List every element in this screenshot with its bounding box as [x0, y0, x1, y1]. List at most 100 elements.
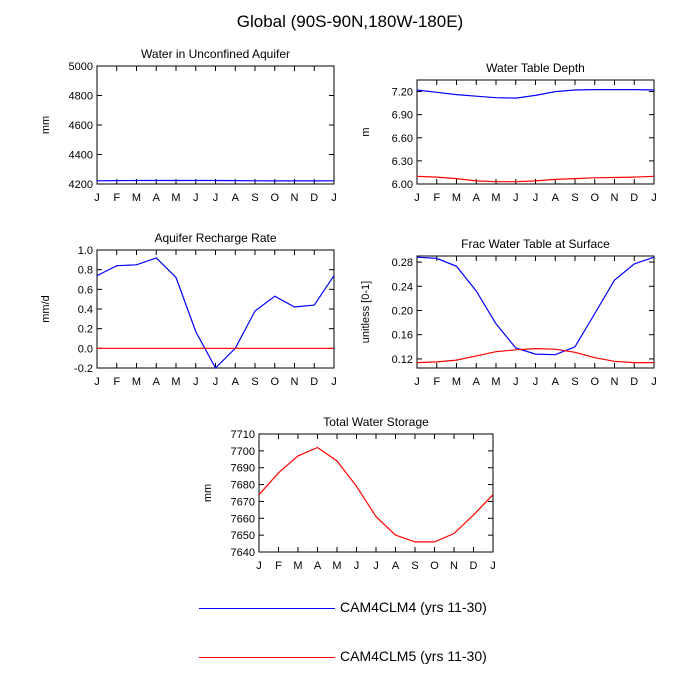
panel-1-xtick-label: J — [94, 192, 100, 204]
panel-1-xtick-label: A — [153, 192, 161, 204]
panel-2-series-clm4 — [416, 88, 655, 99]
panel-1-xtick-label: J — [193, 192, 199, 204]
panel-5-xtick-label: J — [354, 560, 360, 572]
panel-2-ytick-label: 6.60 — [392, 133, 413, 145]
panel-2-xtick-label: M — [452, 192, 461, 204]
panel-2-xtick-label: S — [571, 192, 578, 204]
panel-5-series-clm5 — [258, 446, 494, 543]
panel-1-ytick-label: 5000 — [69, 61, 93, 73]
panel-5-xtick-label: A — [392, 560, 400, 572]
panel-1-ylabel: mm — [40, 116, 52, 134]
panel-5-frame — [258, 433, 494, 553]
panel-5-title: Total Water Storage — [323, 415, 429, 429]
panel-3-ytick-label: 0.4 — [78, 304, 93, 316]
panel-5-ylabel: mm — [202, 484, 214, 502]
panel-2-ytick-label: 7.20 — [392, 87, 413, 99]
panel-4-xtick-label: J — [651, 376, 657, 388]
panel-2-ytick-label: 6.00 — [392, 179, 413, 191]
panel-4-ytick-label: 0.16 — [392, 330, 413, 342]
panel-3-xtick-label: O — [270, 376, 279, 388]
panel-1-ytick-label: 4800 — [69, 91, 93, 103]
panel-4-xtick-label: J — [513, 376, 519, 388]
legend-line-clm4 — [199, 608, 335, 609]
panel-3-xtick-label: J — [213, 376, 219, 388]
panel-3-ytick-label: 0.8 — [78, 265, 93, 277]
panel-4-xtick-label: D — [630, 376, 638, 388]
panel-2-ylabel: m — [360, 127, 372, 136]
panel-3-xtick-label: M — [132, 376, 141, 388]
panel-1-xtick-label: F — [113, 192, 120, 204]
panel-4-xtick-label: A — [473, 376, 481, 388]
panel-3-xtick-label: J — [193, 376, 199, 388]
panel-3-title: Aquifer Recharge Rate — [154, 231, 276, 245]
panel-5-xtick-label: J — [256, 560, 262, 572]
panel-5-xtick-label: J — [490, 560, 496, 572]
panel-2-xtick-label: J — [513, 192, 519, 204]
panel-3-ytick-label: 0.6 — [78, 284, 93, 296]
panel-4-ytick-label: 0.12 — [392, 354, 413, 366]
figure-title: Global (90S-90N,180W-180E) — [236, 12, 464, 31]
panel-3-xtick-label: J — [94, 376, 100, 388]
panel-1-xtick-label: D — [310, 192, 318, 204]
panel-5-xtick-label: S — [411, 560, 418, 572]
panel-2-xtick-label: M — [491, 192, 500, 204]
panel-1-ytick-label: 4600 — [69, 120, 93, 132]
panel-4-xtick-label: S — [571, 376, 578, 388]
panel-2-xtick-label: N — [611, 192, 619, 204]
panel-5-xtick-label: N — [450, 560, 458, 572]
panel-5-ytick-label: 7700 — [231, 446, 255, 458]
panel-4-frame — [416, 255, 655, 369]
panel-5-ytick-label: 7660 — [231, 513, 255, 525]
panel-5-xtick-label: O — [430, 560, 439, 572]
panel-5-ytick-label: 7710 — [231, 429, 255, 441]
panel-4-title: Frac Water Table at Surface — [461, 237, 610, 251]
panel-3-ytick-label: 0.0 — [78, 343, 93, 355]
panel-4-ytick-label: 0.20 — [392, 305, 413, 317]
panel-2-ytick-label: 6.30 — [392, 156, 413, 168]
panel-2-series-clm5 — [416, 175, 655, 183]
panel-4-xtick-label: M — [452, 376, 461, 388]
panel-3-xtick-label: S — [251, 376, 258, 388]
panel-1-title: Water in Unconfined Aquifer — [141, 47, 290, 61]
panel-2-xtick-label: O — [590, 192, 599, 204]
panel-2-xtick-label: A — [552, 192, 560, 204]
panel-3-frame — [96, 249, 335, 369]
panel-5-xtick-label: J — [373, 560, 379, 572]
panel-3-ytick-label: -0.2 — [74, 363, 93, 375]
panel-3-ytick-label: 0.2 — [78, 324, 93, 336]
panel-4-ytick-label: 0.28 — [392, 257, 413, 269]
panel-5-ytick-label: 7690 — [231, 463, 255, 475]
legend-label-clm4: CAM4CLM4 (yrs 11-30) — [340, 599, 487, 615]
panel-3-xtick-label: N — [291, 376, 299, 388]
panel-2-ytick-label: 6.90 — [392, 110, 413, 122]
panel-3-xtick-label: D — [310, 376, 318, 388]
panel-4-series-clm4 — [416, 256, 655, 356]
panel-4-xtick-label: J — [533, 376, 539, 388]
panel-3-ytick-label: 1.0 — [78, 245, 93, 257]
panel-4-xtick-label: M — [491, 376, 500, 388]
panel-4-xtick-label: O — [590, 376, 599, 388]
panel-3-xtick-label: M — [171, 376, 180, 388]
panel-5-ytick-label: 7670 — [231, 496, 255, 508]
panel-4-series-clm5 — [416, 347, 654, 364]
panel-1-xtick-label: M — [171, 192, 180, 204]
panel-1-xtick-label: J — [213, 192, 219, 204]
panel-5-xtick-label: F — [275, 560, 282, 572]
panel-5-xtick-label: A — [314, 560, 322, 572]
panel-3-xtick-label: A — [153, 376, 161, 388]
panel-1-xtick-label: M — [132, 192, 141, 204]
panel-4-ylabel: unitless [0-1] — [360, 281, 372, 343]
legend-label-clm5: CAM4CLM5 (yrs 11-30) — [340, 648, 487, 664]
panel-1-ytick-label: 4400 — [69, 150, 93, 162]
panel-2-xtick-label: A — [473, 192, 481, 204]
panel-4-xtick-label: A — [552, 376, 560, 388]
panel-4-ytick-label: 0.24 — [392, 281, 413, 293]
panel-2-xtick-label: J — [651, 192, 657, 204]
panel-1-xtick-label: S — [251, 192, 258, 204]
panel-3-xtick-label: A — [232, 376, 240, 388]
panel-5-xtick-label: M — [332, 560, 341, 572]
panel-2-xtick-label: F — [433, 192, 440, 204]
panel-5-ytick-label: 7640 — [231, 547, 255, 559]
panel-3-xtick-label: F — [113, 376, 120, 388]
